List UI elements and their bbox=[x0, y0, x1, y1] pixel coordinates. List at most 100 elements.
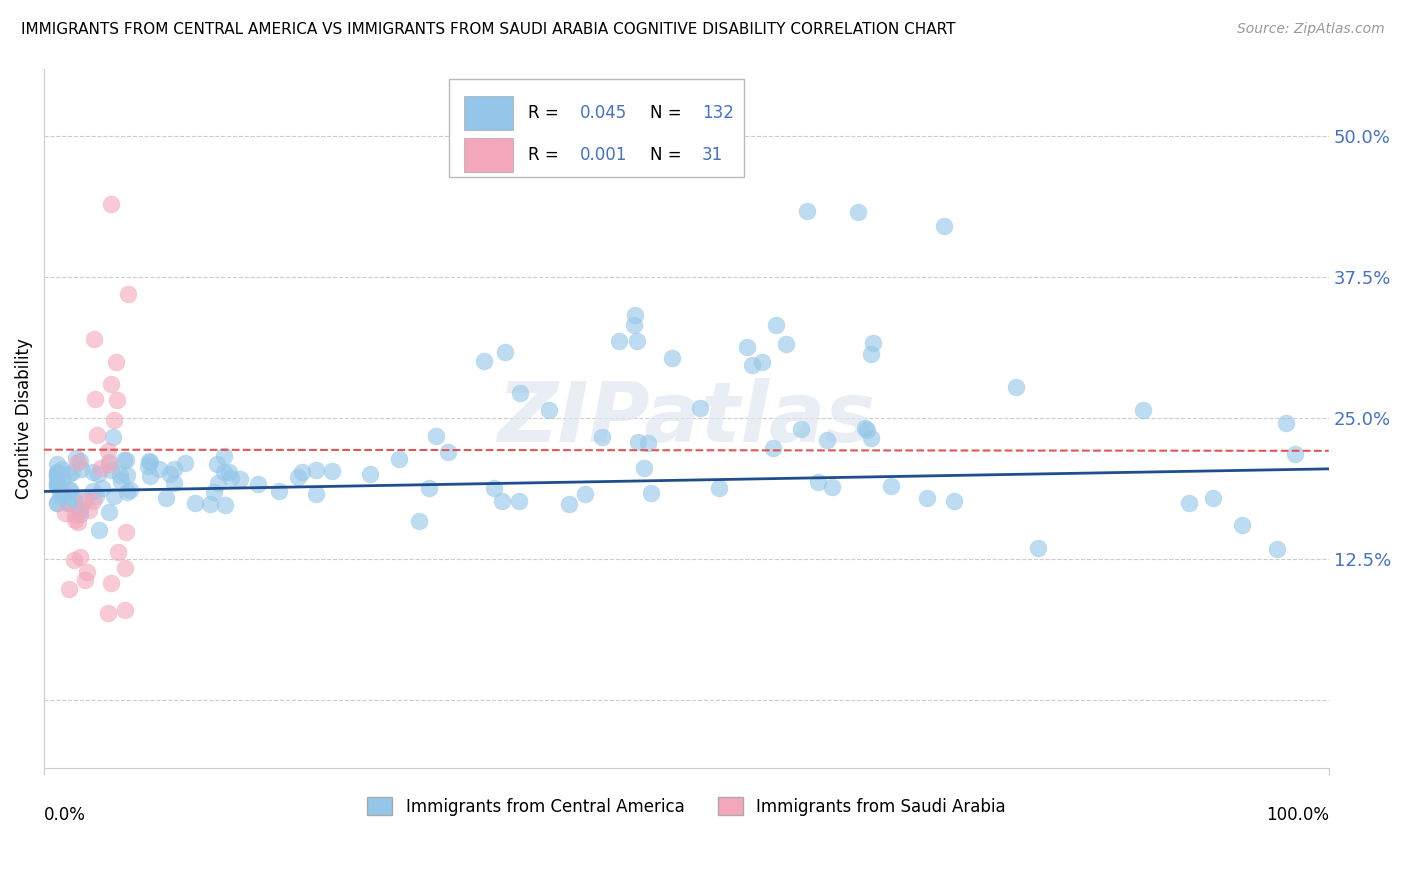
Text: R =: R = bbox=[529, 104, 564, 122]
Point bbox=[97, 455, 120, 469]
Point bbox=[880, 479, 903, 493]
Point bbox=[821, 480, 844, 494]
Point bbox=[115, 484, 138, 499]
Point bbox=[100, 377, 122, 392]
Point bbox=[591, 430, 613, 444]
Point bbox=[229, 472, 252, 486]
Point bbox=[66, 455, 89, 469]
Point bbox=[689, 401, 711, 416]
Point bbox=[86, 427, 108, 442]
Point bbox=[214, 498, 236, 512]
Point bbox=[51, 483, 73, 498]
Text: ZIPatlas: ZIPatlas bbox=[498, 377, 876, 458]
Point bbox=[82, 483, 104, 498]
Point bbox=[735, 340, 758, 354]
Point bbox=[49, 488, 72, 502]
Point bbox=[117, 287, 139, 301]
Point bbox=[359, 467, 381, 481]
Point bbox=[84, 489, 107, 503]
Point bbox=[388, 451, 411, 466]
Point bbox=[159, 467, 181, 482]
Point bbox=[246, 476, 269, 491]
Point bbox=[508, 494, 530, 508]
Point bbox=[762, 441, 785, 455]
Point bbox=[46, 470, 69, 484]
Point bbox=[205, 457, 228, 471]
Point bbox=[915, 491, 938, 505]
Point bbox=[46, 466, 69, 480]
Point bbox=[491, 494, 513, 508]
Point bbox=[1230, 518, 1253, 533]
Point bbox=[1132, 403, 1154, 417]
Point bbox=[1201, 491, 1223, 505]
Point bbox=[305, 487, 328, 501]
Point bbox=[1178, 496, 1201, 510]
Point bbox=[67, 515, 90, 529]
Point bbox=[69, 454, 91, 468]
Point bbox=[69, 507, 91, 521]
Text: N =: N = bbox=[651, 104, 688, 122]
Point bbox=[53, 506, 76, 520]
Text: R =: R = bbox=[529, 146, 564, 164]
Point bbox=[1026, 541, 1049, 556]
Point bbox=[855, 423, 877, 437]
Point bbox=[97, 443, 120, 458]
Point bbox=[63, 553, 86, 567]
Point bbox=[162, 476, 184, 491]
Point bbox=[494, 345, 516, 359]
Point bbox=[82, 465, 104, 479]
Point bbox=[84, 392, 107, 406]
Point bbox=[290, 465, 312, 479]
Point bbox=[418, 481, 440, 495]
Point bbox=[56, 496, 79, 510]
Point bbox=[103, 413, 125, 427]
Legend: Immigrants from Central America, Immigrants from Saudi Arabia: Immigrants from Central America, Immigra… bbox=[360, 791, 1012, 822]
Point bbox=[114, 603, 136, 617]
Point bbox=[98, 505, 121, 519]
Point bbox=[46, 465, 69, 479]
Point bbox=[98, 458, 121, 472]
Point bbox=[107, 544, 129, 558]
Point bbox=[707, 481, 730, 495]
Point bbox=[72, 491, 94, 505]
Point bbox=[58, 483, 80, 497]
FancyBboxPatch shape bbox=[449, 79, 744, 177]
Point bbox=[139, 455, 162, 469]
Point bbox=[100, 197, 122, 211]
Point bbox=[640, 486, 662, 500]
Point bbox=[46, 457, 69, 471]
Text: 0.001: 0.001 bbox=[579, 146, 627, 164]
Point bbox=[46, 477, 69, 491]
Point bbox=[82, 494, 104, 508]
Point bbox=[751, 354, 773, 368]
Point bbox=[623, 318, 645, 332]
Point bbox=[69, 549, 91, 564]
Point bbox=[790, 422, 813, 436]
Point bbox=[472, 354, 495, 368]
Point bbox=[934, 219, 956, 233]
Text: 100.0%: 100.0% bbox=[1265, 806, 1329, 824]
Point bbox=[115, 524, 138, 539]
Point bbox=[212, 449, 235, 463]
Point bbox=[287, 470, 309, 484]
Point bbox=[59, 483, 82, 498]
Point bbox=[269, 483, 291, 498]
Point bbox=[91, 481, 114, 495]
Point bbox=[184, 496, 207, 510]
Point bbox=[155, 491, 177, 505]
Point bbox=[862, 335, 884, 350]
Point bbox=[100, 575, 122, 590]
Text: Source: ZipAtlas.com: Source: ZipAtlas.com bbox=[1237, 22, 1385, 37]
Point bbox=[436, 445, 458, 459]
Point bbox=[207, 475, 229, 490]
Point bbox=[114, 561, 136, 575]
Point bbox=[574, 487, 596, 501]
Text: 132: 132 bbox=[702, 104, 734, 122]
Point bbox=[848, 204, 870, 219]
Point bbox=[63, 492, 86, 507]
Point bbox=[741, 358, 763, 372]
Point bbox=[115, 467, 138, 482]
Point bbox=[163, 462, 186, 476]
Point bbox=[633, 461, 655, 475]
Point bbox=[105, 393, 128, 408]
